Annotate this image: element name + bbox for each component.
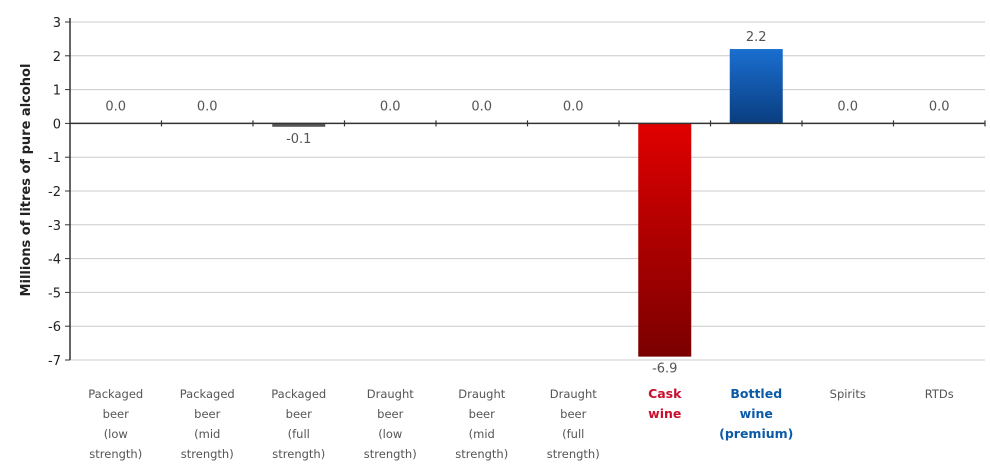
category-label-line: strength) [455,447,508,461]
category-label-line: Draught [367,387,415,401]
category-label-line: (mid [469,427,495,441]
data-label: 0.0 [471,99,492,114]
data-label: 0.0 [929,99,950,114]
category-label: RTDs [925,387,954,401]
data-label: -0.1 [286,132,311,147]
y-axis-label: Millions of litres of pure alcohol [19,64,34,297]
data-label: -6.9 [652,362,677,377]
category-label: Draught beer (mid strength) [455,387,508,461]
category-label: Packaged beer (mid strength) [180,387,235,461]
category-label: Draught beer (low strength) [364,387,417,461]
data-label: 0.0 [380,99,401,114]
category-label-line: Bottled [730,386,782,401]
category-label-line: (full [288,427,310,441]
category-label-line: (premium) [719,426,793,441]
category-label: Packaged beer (full strength) [271,387,326,461]
category-label-line: Draught [458,387,506,401]
category-label-line: beer [560,407,586,421]
category-label-line: strength) [181,447,234,461]
data-label: 0.0 [837,99,858,114]
bar [729,49,783,124]
category-label-line: wine [740,406,773,421]
bar [272,123,326,127]
y-tick-label: -5 [48,286,61,301]
y-tick-label: -4 [48,253,61,268]
category-label-line: strength) [364,447,417,461]
category-label-line: Draught [550,387,598,401]
category-label-line: Packaged [271,387,326,401]
axes [65,18,986,361]
category-label: Packaged beer (low strength) [88,387,143,461]
y-tick-label: 0 [53,117,61,132]
category-label-line: Packaged [88,387,143,401]
data-labels: 0.0 0.0 -0.1 0.0 0.0 0.0 -6.9 2.2 0.0 0.0 [105,30,949,377]
category-label: Spirits [830,387,866,401]
gridlines [70,21,985,361]
y-tick-label: -6 [48,320,61,335]
category-label-line: beer [377,407,403,421]
category-label: Cask wine [648,386,682,421]
bar [638,123,692,357]
y-tick-label: -2 [48,185,61,200]
category-label-line: beer [469,407,495,421]
category-label: Draught beer (full strength) [547,387,600,461]
category-label-line: Cask [648,386,682,401]
category-labels: Packaged beer (low strength) Packaged beer (mi… [88,386,954,461]
y-tick-labels: 3 2 1 0 -1 -2 -3 -4 -5 -6 -7 [48,16,61,369]
y-tick-label: 2 [53,50,61,65]
category-label-line: Packaged [180,387,235,401]
category-label-line: RTDs [925,387,954,401]
y-tick-label: 1 [53,84,61,99]
y-tick-label: -7 [48,354,61,369]
data-label: 2.2 [746,30,767,45]
category-label-line: (full [562,427,584,441]
category-label-line: strength) [547,447,600,461]
data-label: 0.0 [563,99,584,114]
category-label: Bottled wine (premium) [719,386,793,441]
category-label-line: strength) [89,447,142,461]
category-label-line: Spirits [830,387,866,401]
y-tick-label: 3 [53,16,61,31]
data-label: 0.0 [105,99,126,114]
category-label-line: beer [286,407,312,421]
data-label: 0.0 [197,99,218,114]
y-tick-label: -1 [48,151,61,166]
category-label-line: beer [194,407,220,421]
category-label-line: (mid [194,427,220,441]
y-tick-label: -3 [48,219,61,234]
category-label-line: wine [648,406,681,421]
category-label-line: beer [103,407,129,421]
category-label-line: strength) [272,447,325,461]
category-label-line: (low [378,427,402,441]
bars [272,49,783,357]
category-label-line: (low [104,427,128,441]
